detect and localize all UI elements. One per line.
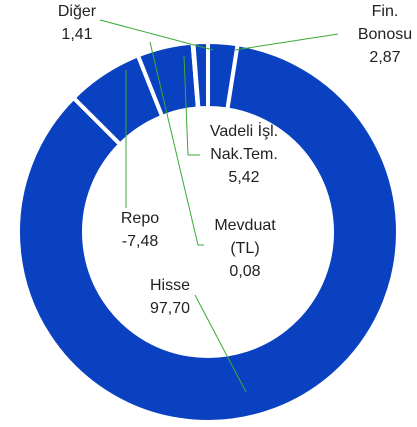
data-label: Fin. Bonosu 2,87 <box>350 0 417 69</box>
slices <box>16 39 400 424</box>
leader-line <box>194 294 247 393</box>
label-value: 5,42 <box>228 169 260 186</box>
data-label: Vadeli İşl. Nak.Tem. 5,42 <box>196 120 292 189</box>
label-name: Repo <box>120 210 160 227</box>
data-label: Hisse 97,70 <box>120 274 220 320</box>
data-label: Diğer 1,41 <box>30 0 124 46</box>
leader-line <box>183 55 200 156</box>
label-value: 97,70 <box>149 300 191 317</box>
leader-lines <box>99 19 339 393</box>
label-name: Hisse <box>149 277 190 294</box>
data-label: Mevduat (TL) 0,08 <box>200 214 290 283</box>
leader-line <box>234 33 339 51</box>
label-value: 2,87 <box>369 49 401 66</box>
label-name: Diğer <box>57 3 97 20</box>
leader-line <box>99 19 214 51</box>
donut-slice <box>191 39 210 111</box>
label-name: Fin. Bonosu <box>357 3 413 43</box>
label-name: Mevduat (TL) <box>214 217 276 257</box>
label-value: -7,48 <box>121 233 159 250</box>
data-label: Repo -7,48 <box>90 207 190 253</box>
label-value: 0,08 <box>229 263 261 280</box>
label-name: Vadeli İşl. Nak.Tem. <box>209 123 279 163</box>
label-value: 1,41 <box>61 26 93 43</box>
leader-line <box>149 41 204 246</box>
